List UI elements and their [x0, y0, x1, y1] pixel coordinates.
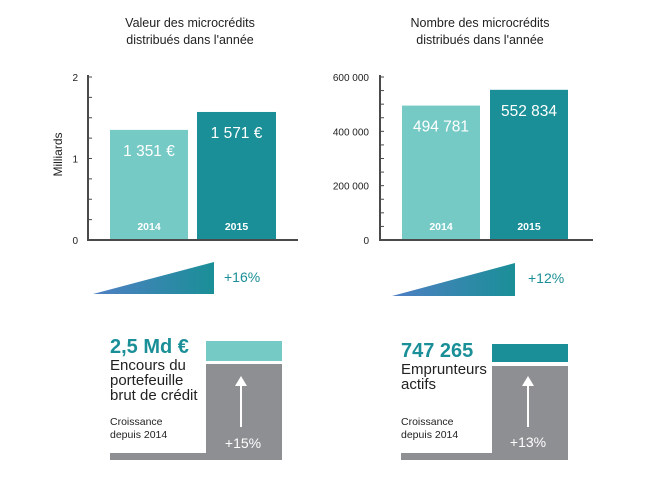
bar-2014 — [402, 105, 480, 239]
chart-title-line: distribués dans l'année — [416, 33, 544, 47]
chart-title-line: Nombre des microcrédits — [411, 16, 550, 30]
y-tick-label: 0 — [363, 236, 369, 247]
y-axis-label: Milliards — [51, 132, 65, 176]
y-tick-label: 2 — [72, 73, 78, 84]
y-tick-label: 400 000 — [333, 127, 370, 138]
growth-percent: +16% — [224, 269, 260, 285]
portfolio-value: 2,5 Md € — [110, 336, 189, 358]
growth-base — [110, 453, 206, 460]
bar-2015 — [197, 111, 276, 239]
portfolio-label: Encours du portefeuille brut de crédit — [110, 357, 198, 404]
stat-growth-percent: +13% — [510, 434, 546, 450]
bar-data-label: 1 351 € — [123, 143, 175, 160]
bar-data-label: 552 834 — [501, 103, 557, 120]
y-tick-label: 1 — [72, 155, 78, 166]
growth-wedge — [93, 262, 214, 294]
growth-wedge — [392, 263, 515, 296]
y-tick-label: 600 000 — [333, 73, 370, 84]
borrowers-value: 747 265 — [401, 340, 474, 362]
growth-base — [401, 453, 492, 460]
growth-cap — [492, 344, 568, 362]
bar-category-label: 2014 — [429, 221, 453, 233]
bar-2015 — [490, 89, 568, 239]
borrowers-label: Emprunteurs actifs — [401, 361, 487, 393]
portfolio-growth-label: Croissance depuis 2014 — [110, 416, 168, 441]
arrow-head-icon — [522, 376, 534, 386]
chart-title-line: Valeur des microcrédits — [125, 16, 255, 30]
y-tick-label: 200 000 — [333, 182, 370, 193]
stat-growth-percent: +15% — [225, 435, 261, 451]
bar-category-label: 2014 — [137, 221, 161, 233]
chart-title-line: distribués dans l'année — [126, 33, 254, 47]
growth-percent: +12% — [528, 270, 564, 286]
bar-category-label: 2015 — [225, 221, 249, 233]
bar-2014 — [110, 129, 188, 239]
bar-category-label: 2015 — [517, 221, 541, 233]
bar-data-label: 1 571 € — [211, 125, 263, 142]
bar-data-label: 494 781 — [413, 119, 469, 136]
borrowers-growth-label: Croissance depuis 2014 — [401, 416, 459, 441]
y-tick-label: 0 — [72, 236, 78, 247]
growth-cap — [206, 341, 282, 361]
growth-column — [206, 364, 282, 460]
arrow-head-icon — [235, 376, 247, 386]
